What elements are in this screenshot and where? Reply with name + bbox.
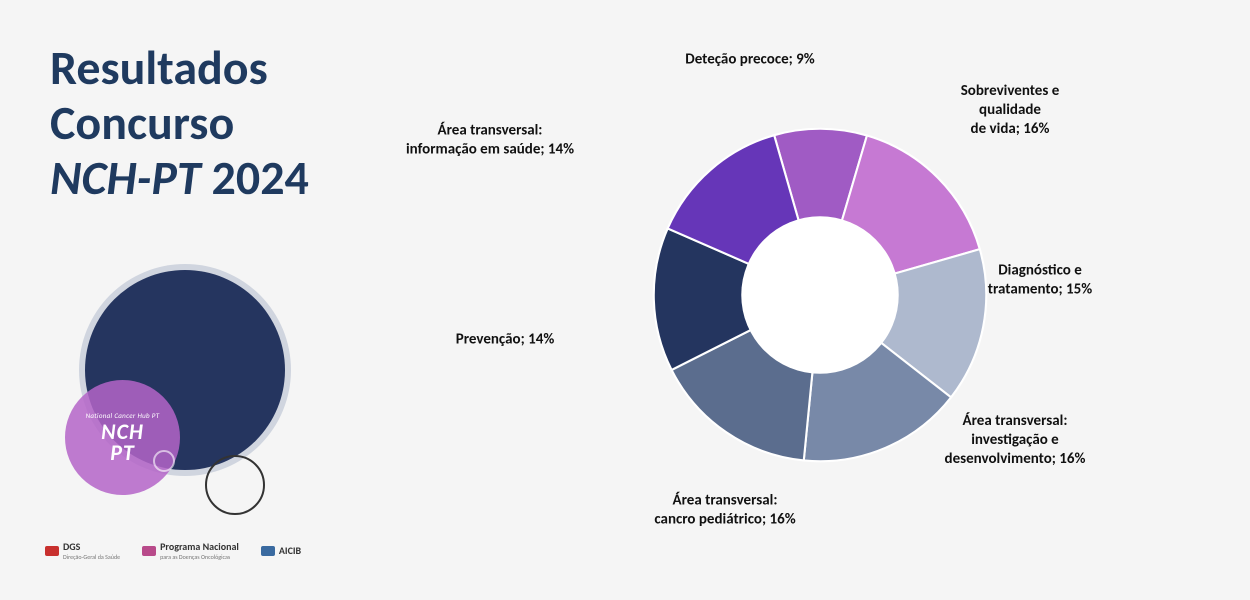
chart-slice-label: Área transversal:investigação e desenvol…: [938, 412, 1093, 468]
chart-slice-label: Sobreviventes e qualidadede vida; 16%: [930, 82, 1090, 138]
partner-badge-icon: [261, 546, 275, 556]
title-line3-italic: NCH-PT: [50, 148, 201, 207]
partner-text: Programa Nacionalpara as Doenças Oncológ…: [160, 540, 239, 561]
logo: National Cancer Hub PT NCH PT: [45, 260, 325, 540]
logo-purple-circle: National Cancer Hub PT NCH PT: [65, 380, 180, 495]
logo-name-2: PT: [110, 443, 135, 464]
logo-ring: [205, 455, 265, 515]
partner-logos: DGSDireção-Geral da Saúde Programa Nacion…: [45, 540, 301, 561]
partner-item: AICIB: [261, 544, 301, 557]
partner-text: AICIB: [279, 544, 301, 557]
title-block: Resultados Concurso NCH-PT 2024: [50, 40, 450, 206]
title-line2: Concurso: [50, 93, 234, 152]
partner-text: DGSDireção-Geral da Saúde: [63, 540, 120, 561]
chart-slice-label: Deteção precoce; 9%: [685, 51, 814, 70]
partner-badge-icon: [45, 546, 59, 556]
chart-slice-label: Prevenção; 14%: [456, 331, 555, 350]
partner-item: DGSDireção-Geral da Saúde: [45, 540, 120, 561]
chart-slice-label: Área transversal:informação em saúde; 14…: [406, 121, 574, 159]
page-title: Resultados Concurso NCH-PT 2024: [50, 40, 450, 206]
logo-small-ring: [153, 450, 175, 472]
chart-slice-label: Diagnóstico etratamento; 15%: [988, 261, 1092, 299]
partner-badge-icon: [142, 546, 156, 556]
title-line1: Resultados: [50, 38, 268, 97]
donut-chart: Deteção precoce; 9% Sobreviventes e quali…: [470, 40, 1170, 580]
donut-hole: [741, 216, 899, 374]
chart-slice-label: Área transversal:cancro pediátrico; 16%: [654, 491, 795, 529]
title-line3-rest: 2024: [201, 148, 309, 207]
partner-item: Programa Nacionalpara as Doenças Oncológ…: [142, 540, 239, 561]
